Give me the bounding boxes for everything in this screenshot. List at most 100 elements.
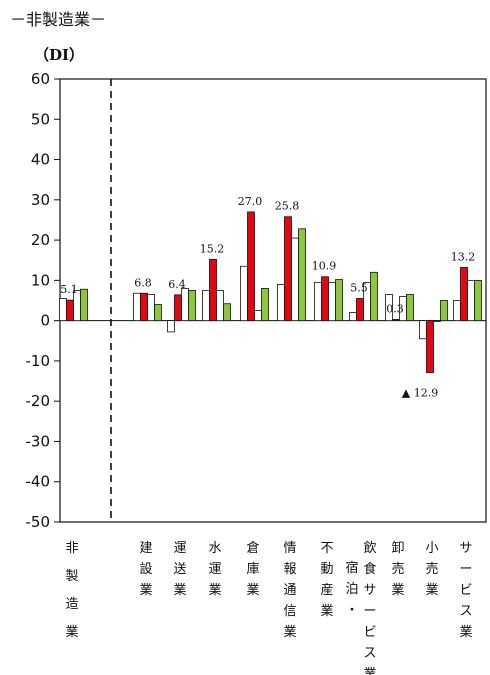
bar-series-3 <box>328 281 336 322</box>
bar-series-3 <box>467 279 475 322</box>
category-label-char: 不 <box>320 541 333 556</box>
y-tick-label: -10 <box>26 352 51 370</box>
data-label: 25.8 <box>275 200 300 213</box>
category-label-char: サ <box>363 583 376 598</box>
bar-series-1 <box>133 292 141 322</box>
data-label: 15.2 <box>200 242 225 255</box>
data-label: 6.8 <box>134 276 152 289</box>
data-label: 0.3 <box>386 302 404 315</box>
bar-series-2 <box>392 319 400 322</box>
bar-series-4 <box>335 279 343 322</box>
bar-series-2 <box>460 267 468 322</box>
bar-series-2 <box>209 259 217 322</box>
bar-series-4 <box>80 288 88 322</box>
data-label: 5.1 <box>60 283 78 296</box>
category-label-char: 業 <box>246 582 259 598</box>
category-label-char: ビ <box>459 583 472 598</box>
bar-series-2 <box>174 294 182 322</box>
data-label: 5.5 <box>350 281 368 294</box>
category-label-char: 運 <box>173 541 186 556</box>
category-label-char: 送 <box>173 562 186 577</box>
category-label-char: 造 <box>65 597 78 612</box>
y-tick-label: 40 <box>31 151 50 169</box>
y-tick-label: 0 <box>40 312 50 330</box>
category-label-char: 信 <box>283 604 296 619</box>
category-label-char: 泊 <box>345 582 358 597</box>
bar-series-3 <box>216 290 224 322</box>
data-label: 27.0 <box>238 195 263 208</box>
category-label-char: 業 <box>363 666 376 675</box>
category-label-char: サ <box>459 541 472 556</box>
y-tick-label: -50 <box>26 513 51 531</box>
category-label-char: 飲 <box>363 540 376 556</box>
category-label-char: 運 <box>208 562 221 577</box>
bar-series-1 <box>202 290 210 322</box>
data-label: 6.4 <box>168 278 186 291</box>
bar-series-4 <box>154 304 162 322</box>
category-label-char: 庫 <box>246 562 259 577</box>
category-label-char: 宿 <box>345 560 358 576</box>
y-tick-label: 30 <box>31 191 50 209</box>
y-tick-label: 10 <box>31 271 50 289</box>
y-tick-label: 50 <box>31 110 50 128</box>
bar-series-4 <box>370 271 378 322</box>
bar-series-3 <box>291 237 299 322</box>
category-label-char: 業 <box>425 582 438 598</box>
category-label-char: ー <box>363 604 376 619</box>
category-label-char: 小 <box>425 541 438 556</box>
category-label-char: 非 <box>65 541 78 556</box>
category-label-char: 業 <box>139 582 152 598</box>
bar-series-2 <box>426 320 434 373</box>
category-label-char: 通 <box>283 583 296 598</box>
bar-series-1 <box>277 283 285 322</box>
data-label: 13.2 <box>451 250 476 263</box>
category-label-char: 業 <box>391 582 404 598</box>
bar-series-1 <box>349 312 357 322</box>
bar-series-2 <box>140 292 148 322</box>
category-label-char: 産 <box>320 582 333 598</box>
category-label-char: 建 <box>139 541 152 556</box>
bar-series-1 <box>167 320 175 333</box>
category-label-char: 業 <box>208 582 221 598</box>
bar-series-2 <box>356 298 364 322</box>
bar-series-1 <box>419 320 427 340</box>
bar-series-1 <box>59 298 67 322</box>
category-label-char: 情 <box>283 541 296 556</box>
bar-series-1 <box>453 300 461 322</box>
category-label-char: 製 <box>65 569 78 584</box>
data-label: ▲ 12.9 <box>402 387 438 400</box>
category-label-char: 卸 <box>391 540 404 556</box>
bar-series-3 <box>433 320 441 322</box>
bar-series-4 <box>261 288 269 322</box>
category-label-char: 業 <box>283 624 296 640</box>
category-label-char: 業 <box>173 582 186 598</box>
bar-series-3 <box>254 310 262 322</box>
y-tick-label: 20 <box>31 231 50 249</box>
bar-series-2 <box>284 216 292 322</box>
bar-series-4 <box>188 290 196 322</box>
bar-series-1 <box>240 265 248 322</box>
bar-series-1 <box>385 294 393 322</box>
category-label-char: 倉 <box>246 541 259 556</box>
y-tick-label: -30 <box>26 432 51 450</box>
y-tick-label: -40 <box>26 473 51 491</box>
category-label-char: ・ <box>345 603 358 618</box>
category-label-char: 食 <box>363 561 376 577</box>
category-label-char: 売 <box>391 561 404 577</box>
category-label-char: 設 <box>139 561 152 577</box>
y-tick-label: -20 <box>26 392 51 410</box>
bar-series-3 <box>147 294 155 322</box>
category-label-char: 報 <box>283 562 296 577</box>
category-label-char: 業 <box>320 603 333 619</box>
category-label-char: ス <box>363 646 376 661</box>
category-label-char: 売 <box>425 561 438 577</box>
chart-title: －非製造業－ <box>10 10 107 29</box>
bar-series-4 <box>298 228 306 322</box>
bar-series-3 <box>181 288 189 322</box>
category-label-char: ビ <box>363 625 376 640</box>
category-label-char: 水 <box>208 541 221 556</box>
bar-series-2 <box>321 276 329 322</box>
data-label: 10.9 <box>312 260 337 273</box>
y-axis-unit-label: （DI） <box>34 46 85 64</box>
